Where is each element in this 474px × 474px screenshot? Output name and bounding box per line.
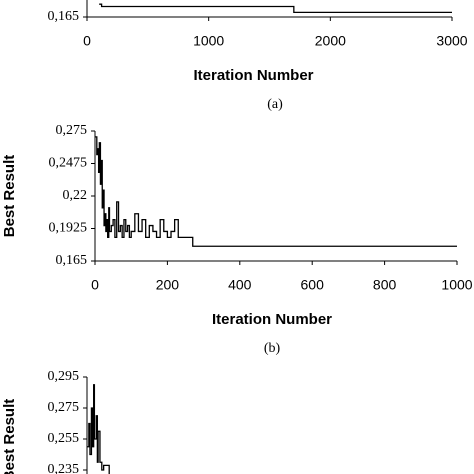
- caption: (a): [267, 97, 283, 112]
- y-tick-label: 0,295: [48, 369, 80, 384]
- x-tick-label: 400: [228, 277, 252, 293]
- x-tick-label: 600: [301, 277, 325, 293]
- y-tick-label: 0,235: [48, 462, 80, 474]
- data-line: [95, 136, 457, 247]
- data-line: [99, 3, 452, 13]
- y-axis-label: Best Result: [1, 399, 18, 474]
- y-tick-label: 0,1925: [49, 221, 88, 236]
- x-tick-label: 0: [91, 277, 99, 293]
- caption: (b): [264, 341, 281, 356]
- y-tick-label: 0,275: [56, 123, 88, 138]
- x-tick-label: 1000: [441, 277, 472, 293]
- x-tick-label: 2000: [315, 33, 346, 49]
- y-tick-label: 0,165: [48, 9, 80, 24]
- x-axis-label: Iteration Number: [193, 67, 313, 84]
- y-axis-label: Best Result: [1, 155, 18, 238]
- x-axis-label: Iteration Number: [212, 311, 332, 328]
- y-tick-label: 0,22: [63, 188, 88, 203]
- y-tick-label: 0,275: [48, 400, 80, 415]
- x-tick-label: 800: [373, 277, 397, 293]
- x-tick-label: 1000: [193, 33, 224, 49]
- x-tick-label: 3000: [436, 33, 467, 49]
- y-tick-label: 0,165: [56, 253, 88, 268]
- data-line: [87, 384, 124, 474]
- x-tick-label: 200: [156, 277, 180, 293]
- y-tick-label: 0,255: [48, 431, 80, 446]
- x-tick-label: 0: [83, 33, 91, 49]
- y-tick-label: 0,2475: [49, 156, 88, 171]
